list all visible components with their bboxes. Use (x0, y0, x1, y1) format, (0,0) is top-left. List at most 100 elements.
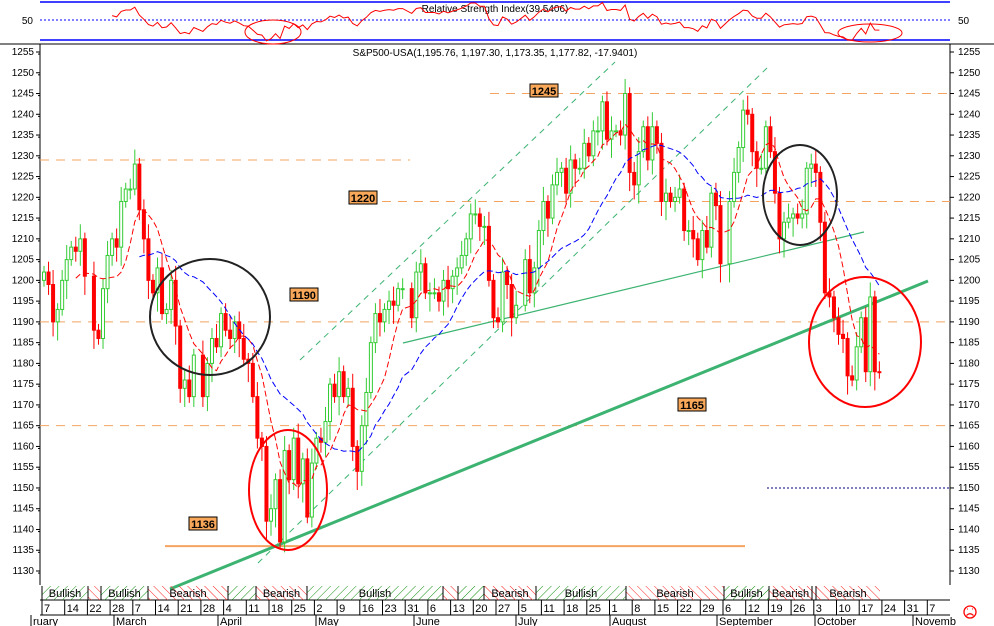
candlestick (414, 261, 419, 333)
candlestick (532, 261, 537, 308)
candlestick (418, 249, 423, 291)
candlestick (69, 240, 74, 266)
candlestick (160, 253, 165, 320)
y-tick-label-right: 1215 (958, 213, 981, 224)
candle-body (782, 221, 787, 240)
bearish-hatch (88, 586, 101, 600)
candlestick (759, 153, 764, 175)
candle-body (223, 313, 228, 331)
candle-body (160, 267, 165, 315)
x-tick-label: 29 (702, 603, 714, 615)
candle-body (64, 259, 69, 281)
x-tick-label: 6 (725, 603, 731, 615)
candle-body (818, 171, 823, 223)
x-tick-label: 16 (362, 603, 374, 615)
candle-body (709, 192, 714, 248)
y-tick-label-left: 1175 (12, 379, 34, 390)
candle-body (841, 333, 846, 339)
candle-body (178, 325, 183, 389)
y-tick-label-right: 1190 (958, 317, 980, 328)
candlestick (214, 323, 219, 354)
candle-body (250, 362, 255, 398)
candle-body (96, 329, 101, 339)
candle-body (359, 425, 364, 472)
month-label: June (416, 616, 440, 626)
candlestick (282, 436, 287, 553)
candlestick (791, 207, 796, 237)
pattern-circles (149, 144, 922, 551)
candle-body (132, 163, 137, 190)
candle-body (559, 167, 564, 173)
month-label: August (612, 616, 646, 626)
candlestick (600, 95, 605, 150)
candlestick (668, 186, 673, 208)
x-tick-label: 6 (430, 603, 436, 615)
candlestick (250, 353, 255, 403)
candle-body (877, 371, 882, 374)
x-tick-label: 2 (316, 603, 322, 615)
candle-body (496, 317, 500, 323)
candle-body (73, 246, 78, 252)
level-label: 1165 (680, 400, 704, 412)
candle-body (500, 271, 505, 323)
y-tick-label-right: 1175 (958, 379, 980, 390)
candlestick (455, 257, 460, 295)
sentiment-label: Bearish (656, 588, 693, 600)
candlestick (91, 261, 96, 349)
candlestick (128, 178, 133, 200)
sentiment-label: Bullish (565, 588, 597, 600)
candlestick (441, 269, 446, 316)
candlestick (877, 361, 882, 379)
candlestick (264, 436, 269, 540)
candlestick (636, 137, 641, 204)
rsi-oversold-circle (244, 19, 302, 45)
sentiment-label: Bearish (772, 588, 809, 600)
candlestick (155, 257, 160, 312)
candlestick (427, 282, 432, 312)
candle-body (659, 142, 664, 202)
candlestick (132, 149, 137, 196)
y-tick-label-left: 1155 (12, 462, 34, 473)
candle-body (173, 279, 178, 327)
candlestick (409, 282, 414, 329)
candlestick (309, 448, 314, 528)
candle-body (836, 317, 841, 335)
candlestick (137, 157, 142, 221)
candlestick (96, 323, 101, 345)
candlestick (173, 265, 178, 345)
month-label: May (318, 616, 339, 626)
candle-body (541, 200, 546, 232)
candlestick (278, 469, 283, 549)
candlestick (818, 166, 823, 241)
y-tick-label-left: 1150 (12, 483, 34, 494)
rsi-level-label-left: 50 (22, 16, 34, 27)
candle-body (450, 275, 455, 290)
candlestick (291, 427, 296, 491)
candle-body (536, 230, 541, 269)
candlestick (396, 282, 401, 312)
candle-body (813, 163, 818, 173)
candle-body (800, 213, 805, 219)
month-label: April (220, 616, 242, 626)
y-tick-label-right: 1160 (958, 441, 980, 452)
x-tick-label: 20 (475, 603, 487, 615)
candlestick (219, 307, 224, 358)
candle-body (822, 221, 827, 294)
candle-body (614, 130, 619, 133)
candlestick (641, 120, 646, 158)
candle-body (346, 387, 351, 398)
candlestick (691, 216, 696, 258)
y-tick-label-right: 1185 (958, 338, 980, 349)
y-tick-label-left: 1140 (12, 524, 34, 535)
candlestick (595, 116, 600, 146)
candlestick (800, 199, 805, 229)
candle-body (468, 213, 473, 240)
candle-body (686, 230, 691, 233)
candlestick (382, 303, 387, 333)
candlestick (727, 191, 732, 283)
candle-body (137, 163, 142, 211)
sentiment-segment-bullish (457, 586, 484, 600)
bearish-hatch (769, 586, 812, 600)
candle-body (673, 196, 678, 202)
candle-body (682, 188, 687, 232)
